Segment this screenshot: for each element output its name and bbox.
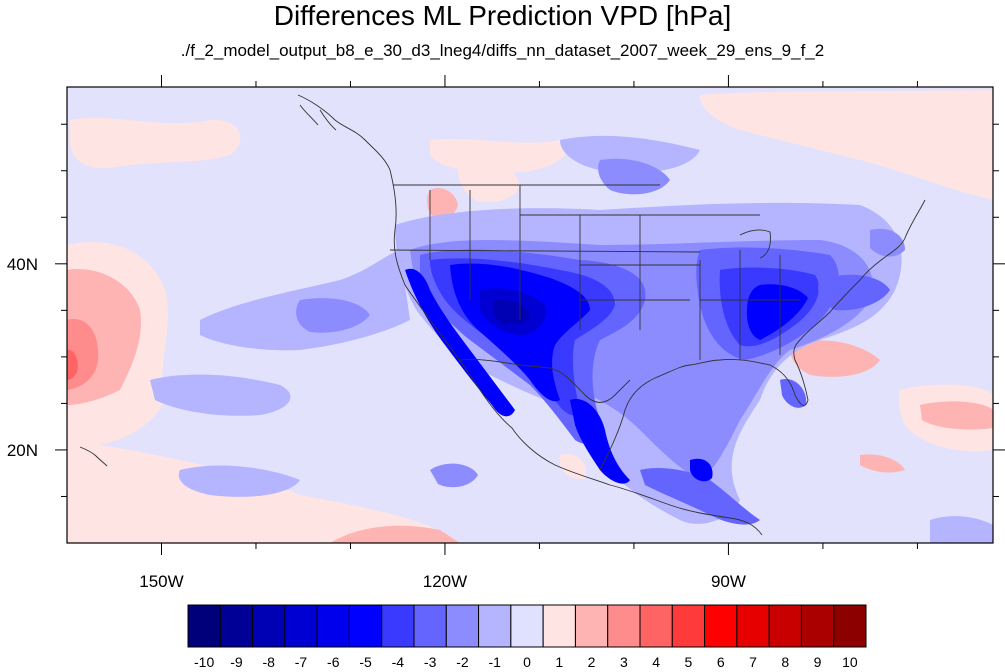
colorbar-label: -1 (488, 654, 501, 670)
colorbar-label: -6 (327, 654, 340, 670)
colorbar-swatch (252, 604, 286, 648)
colorbar-label: 7 (749, 654, 757, 670)
colorbar-label: -9 (230, 654, 243, 670)
map-title: Differences ML Prediction VPD [hPa] (273, 0, 732, 31)
coastlines-and-borders (79, 94, 926, 536)
colorbar-swatch (768, 604, 802, 648)
colorbar-swatch (445, 604, 480, 648)
lon-tick-label: 90W (711, 572, 746, 591)
colorbar-swatch (219, 604, 254, 648)
map-subtitle: ./f_2_model_output_b8_e_30_d3_lneg4/diff… (180, 41, 825, 60)
colorbar: -10 -9 -8 -7 -6 -5 -4 -3 -2 -1 0 1 2 3 4 5 6 7 8 9 10 (187, 604, 867, 670)
colorbar-label: 3 (620, 654, 628, 670)
colorbar-swatch (381, 604, 415, 648)
colorbar-swatch (348, 604, 383, 648)
colorbar-label: 4 (652, 654, 660, 670)
colorbar-label: 1 (555, 654, 563, 670)
colorbar-swatch (478, 604, 512, 648)
colorbar-label: -4 (392, 654, 405, 670)
difference-field (67, 87, 993, 543)
colorbar-label: -2 (456, 654, 469, 670)
colorbar-swatch (607, 604, 641, 648)
colorbar-label: -7 (295, 654, 308, 670)
colorbar-label: 5 (685, 654, 693, 670)
colorbar-label: 8 (781, 654, 789, 670)
colorbar-swatch (671, 604, 706, 648)
colorbar-swatch (187, 604, 221, 648)
colorbar-swatch (736, 604, 770, 648)
positive-anomalies (67, 90, 993, 543)
colorbar-swatch (316, 604, 350, 648)
colorbar-swatch (704, 604, 738, 648)
colorbar-swatch (800, 604, 835, 648)
colorbar-label: -10 (194, 654, 214, 670)
colorbar-swatch (413, 604, 447, 648)
colorbar-label: 9 (814, 654, 822, 670)
axis-tick-labels: 150W 120W 90W 40N 20N (7, 255, 746, 591)
lon-tick-label: 150W (139, 572, 183, 591)
colorbar-swatch (542, 604, 576, 648)
colorbar-label: -8 (262, 654, 275, 670)
negative-anomalies (150, 135, 993, 543)
map-frame (66, 86, 994, 544)
colorbar-label: 6 (717, 654, 725, 670)
colorbar-swatch (833, 604, 867, 648)
colorbar-swatch (510, 604, 544, 648)
colorbar-label: -3 (424, 654, 437, 670)
colorbar-label: 0 (523, 654, 531, 670)
axis-ticks (55, 75, 1005, 555)
colorbar-swatch (284, 604, 318, 648)
colorbar-label: 2 (588, 654, 596, 670)
lon-tick-label: 120W (423, 572, 467, 591)
colorbar-swatch (639, 604, 673, 648)
lat-tick-label: 40N (7, 255, 38, 274)
colorbar-label: -5 (359, 654, 372, 670)
colorbar-label: 10 (842, 654, 858, 670)
lat-tick-label: 20N (7, 441, 38, 460)
colorbar-swatch (574, 604, 609, 648)
